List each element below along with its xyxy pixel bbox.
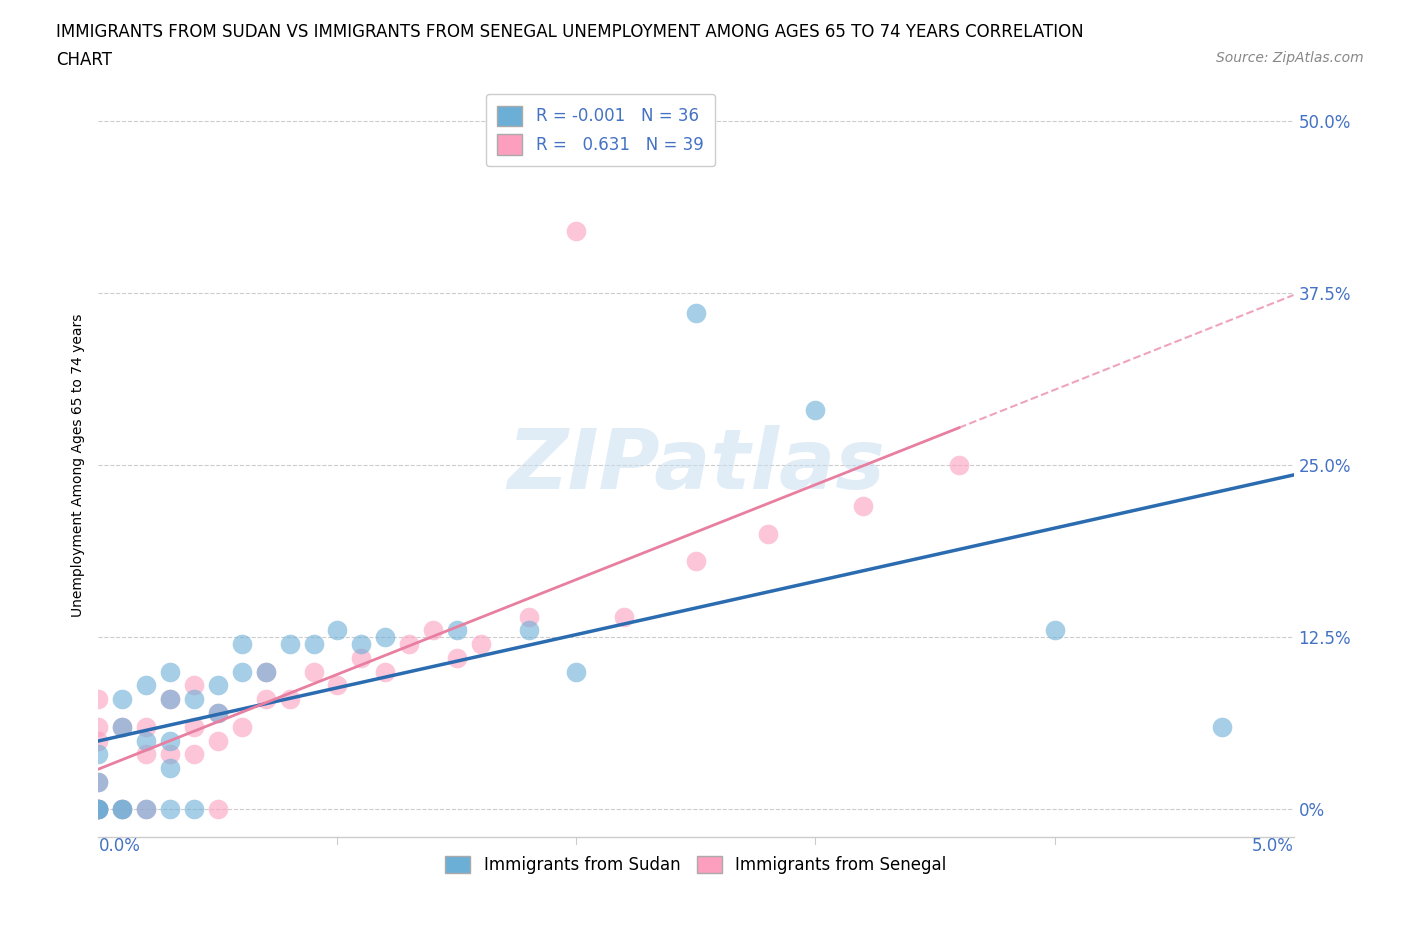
Point [207, 678, 229, 693]
Point [231, 719, 253, 734]
Point [87, 775, 110, 790]
Point [111, 802, 134, 817]
Point [111, 802, 134, 817]
Point [231, 637, 253, 652]
Point [231, 664, 253, 679]
Text: Source: ZipAtlas.com: Source: ZipAtlas.com [1216, 51, 1364, 65]
Point [278, 692, 301, 707]
Point [350, 637, 373, 652]
Point [111, 802, 134, 817]
Point [565, 223, 588, 238]
Point [87, 802, 110, 817]
Point [207, 733, 229, 748]
Point [183, 678, 205, 693]
Text: ZIPatlas: ZIPatlas [508, 424, 884, 506]
Point [183, 747, 205, 762]
Point [87, 802, 110, 817]
Point [87, 719, 110, 734]
Point [254, 692, 277, 707]
Point [135, 733, 157, 748]
Text: CHART: CHART [56, 51, 112, 69]
Point [852, 498, 875, 513]
Point [446, 623, 468, 638]
Point [183, 692, 205, 707]
Y-axis label: Unemployment Among Ages 65 to 74 years: Unemployment Among Ages 65 to 74 years [70, 313, 84, 617]
Point [207, 802, 229, 817]
Point [87, 733, 110, 748]
Point [159, 692, 181, 707]
Point [159, 692, 181, 707]
Point [613, 609, 636, 624]
Text: 5.0%: 5.0% [1251, 837, 1294, 855]
Point [756, 526, 779, 541]
Point [159, 747, 181, 762]
Point [374, 630, 396, 644]
Point [278, 637, 301, 652]
Point [111, 719, 134, 734]
Point [398, 637, 420, 652]
Point [87, 775, 110, 790]
Point [350, 650, 373, 665]
Point [87, 692, 110, 707]
Point [207, 706, 229, 721]
Point [87, 802, 110, 817]
Point [135, 802, 157, 817]
Point [159, 733, 181, 748]
Legend: Immigrants from Sudan, Immigrants from Senegal: Immigrants from Sudan, Immigrants from S… [439, 849, 953, 881]
Point [422, 623, 444, 638]
Point [470, 637, 492, 652]
Point [87, 802, 110, 817]
Point [1043, 623, 1066, 638]
Point [254, 664, 277, 679]
Point [302, 637, 325, 652]
Point [87, 747, 110, 762]
Point [111, 692, 134, 707]
Point [517, 623, 540, 638]
Point [517, 609, 540, 624]
Text: 0.0%: 0.0% [98, 837, 141, 855]
Point [159, 802, 181, 817]
Point [1211, 719, 1233, 734]
Point [804, 403, 827, 418]
Point [685, 554, 707, 569]
Point [159, 761, 181, 776]
Point [135, 678, 157, 693]
Point [685, 306, 707, 321]
Point [159, 664, 181, 679]
Point [87, 802, 110, 817]
Point [326, 678, 349, 693]
Point [111, 719, 134, 734]
Point [948, 458, 970, 472]
Point [87, 802, 110, 817]
Point [135, 719, 157, 734]
Point [446, 650, 468, 665]
Point [135, 747, 157, 762]
Point [207, 706, 229, 721]
Point [374, 664, 396, 679]
Point [183, 802, 205, 817]
Point [183, 719, 205, 734]
Point [254, 664, 277, 679]
Point [302, 664, 325, 679]
Point [135, 802, 157, 817]
Text: IMMIGRANTS FROM SUDAN VS IMMIGRANTS FROM SENEGAL UNEMPLOYMENT AMONG AGES 65 TO 7: IMMIGRANTS FROM SUDAN VS IMMIGRANTS FROM… [56, 23, 1084, 41]
Point [326, 623, 349, 638]
Point [565, 664, 588, 679]
